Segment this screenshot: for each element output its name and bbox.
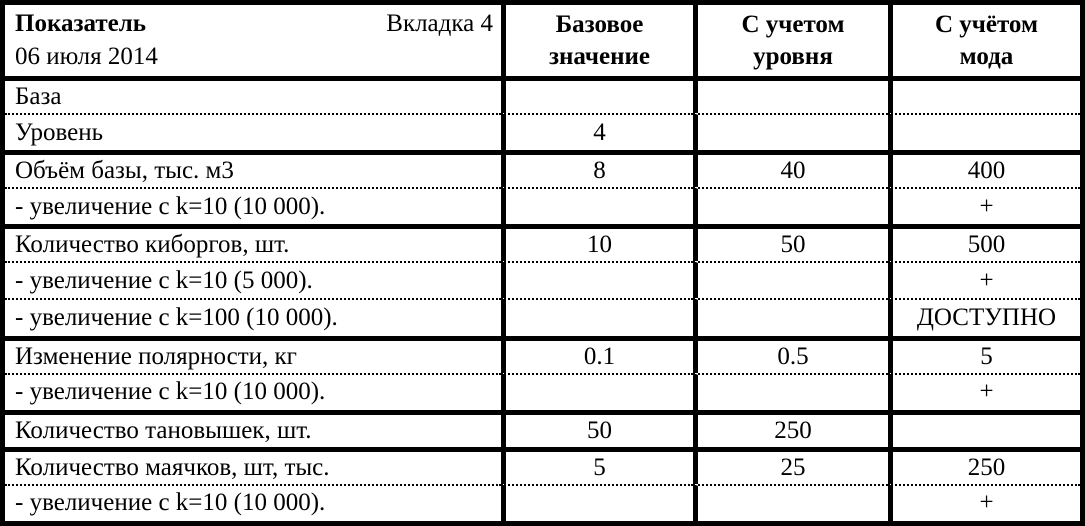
row-label: Количество тановышек, шт. [5, 409, 501, 447]
cell-with-level [693, 187, 888, 225]
cell-with-level [693, 261, 888, 299]
cell-base-value [501, 483, 693, 521]
row-label: Количество киборгов, шт. [5, 224, 501, 262]
row-label: Объём базы, тыс. м3 [5, 150, 501, 188]
cell-with-mod: + [888, 187, 1080, 225]
row-label: - увеличение с k=10 (10 000). [5, 483, 501, 521]
cell-with-mod: 5 [888, 335, 1080, 373]
column-header-with-level: С учетом уровня [693, 5, 888, 76]
row-label: Уровень [5, 113, 501, 151]
row-label: - увеличение с k=10 (5 000). [5, 261, 501, 299]
cell-with-level [693, 298, 888, 336]
column-header-with-mod: С учётом мода [888, 5, 1080, 76]
row-label: Изменение полярности, кг [5, 335, 501, 373]
cell-base-value [501, 298, 693, 336]
cell-with-mod [888, 76, 1080, 114]
cell-base-value [501, 261, 693, 299]
cell-with-level: 50 [693, 224, 888, 262]
cell-with-level: 25 [693, 446, 888, 484]
cell-base-value: 50 [501, 409, 693, 447]
cell-with-mod: + [888, 261, 1080, 299]
indicator-column-title: Показатель [15, 10, 146, 37]
cell-base-value: 4 [501, 113, 693, 151]
column-header-base-value: Базовое значение [501, 5, 693, 76]
cell-with-level [693, 113, 888, 151]
cell-with-mod [888, 113, 1080, 151]
row-label: - увеличение с k=10 (10 000). [5, 372, 501, 410]
cell-base-value: 8 [501, 150, 693, 188]
cell-base-value [501, 76, 693, 114]
cell-with-mod [888, 409, 1080, 447]
cell-with-level: 40 [693, 150, 888, 188]
cell-with-level [693, 483, 888, 521]
cell-base-value [501, 187, 693, 225]
tab-label: Вкладка 4 [386, 10, 493, 37]
cell-base-value: 10 [501, 224, 693, 262]
cell-with-level [693, 372, 888, 410]
cell-with-mod: 500 [888, 224, 1080, 262]
cell-with-mod: ДОСТУПНО [888, 298, 1080, 336]
row-label: - увеличение с k=100 (10 000). [5, 298, 501, 336]
header-indicator-line: Показатель Вкладка 4 [15, 8, 493, 41]
row-label: - увеличение с k=10 (10 000). [5, 187, 501, 225]
row-label: Количество маячков, шт, тыс. [5, 446, 501, 484]
cell-with-level: 250 [693, 409, 888, 447]
cell-with-mod: + [888, 372, 1080, 410]
cell-base-value [501, 372, 693, 410]
date-label: 06 июля 2014 [15, 42, 158, 70]
cell-with-level: 0.5 [693, 335, 888, 373]
cell-with-level [693, 76, 888, 114]
cell-base-value: 0.1 [501, 335, 693, 373]
header-indicator-cell: Показатель Вкладка 4 06 июля 2014 [5, 5, 501, 76]
cell-base-value: 5 [501, 446, 693, 484]
cell-with-mod: 250 [888, 446, 1080, 484]
row-label: База [5, 76, 501, 114]
cell-with-mod: + [888, 483, 1080, 521]
cell-with-mod: 400 [888, 150, 1080, 188]
